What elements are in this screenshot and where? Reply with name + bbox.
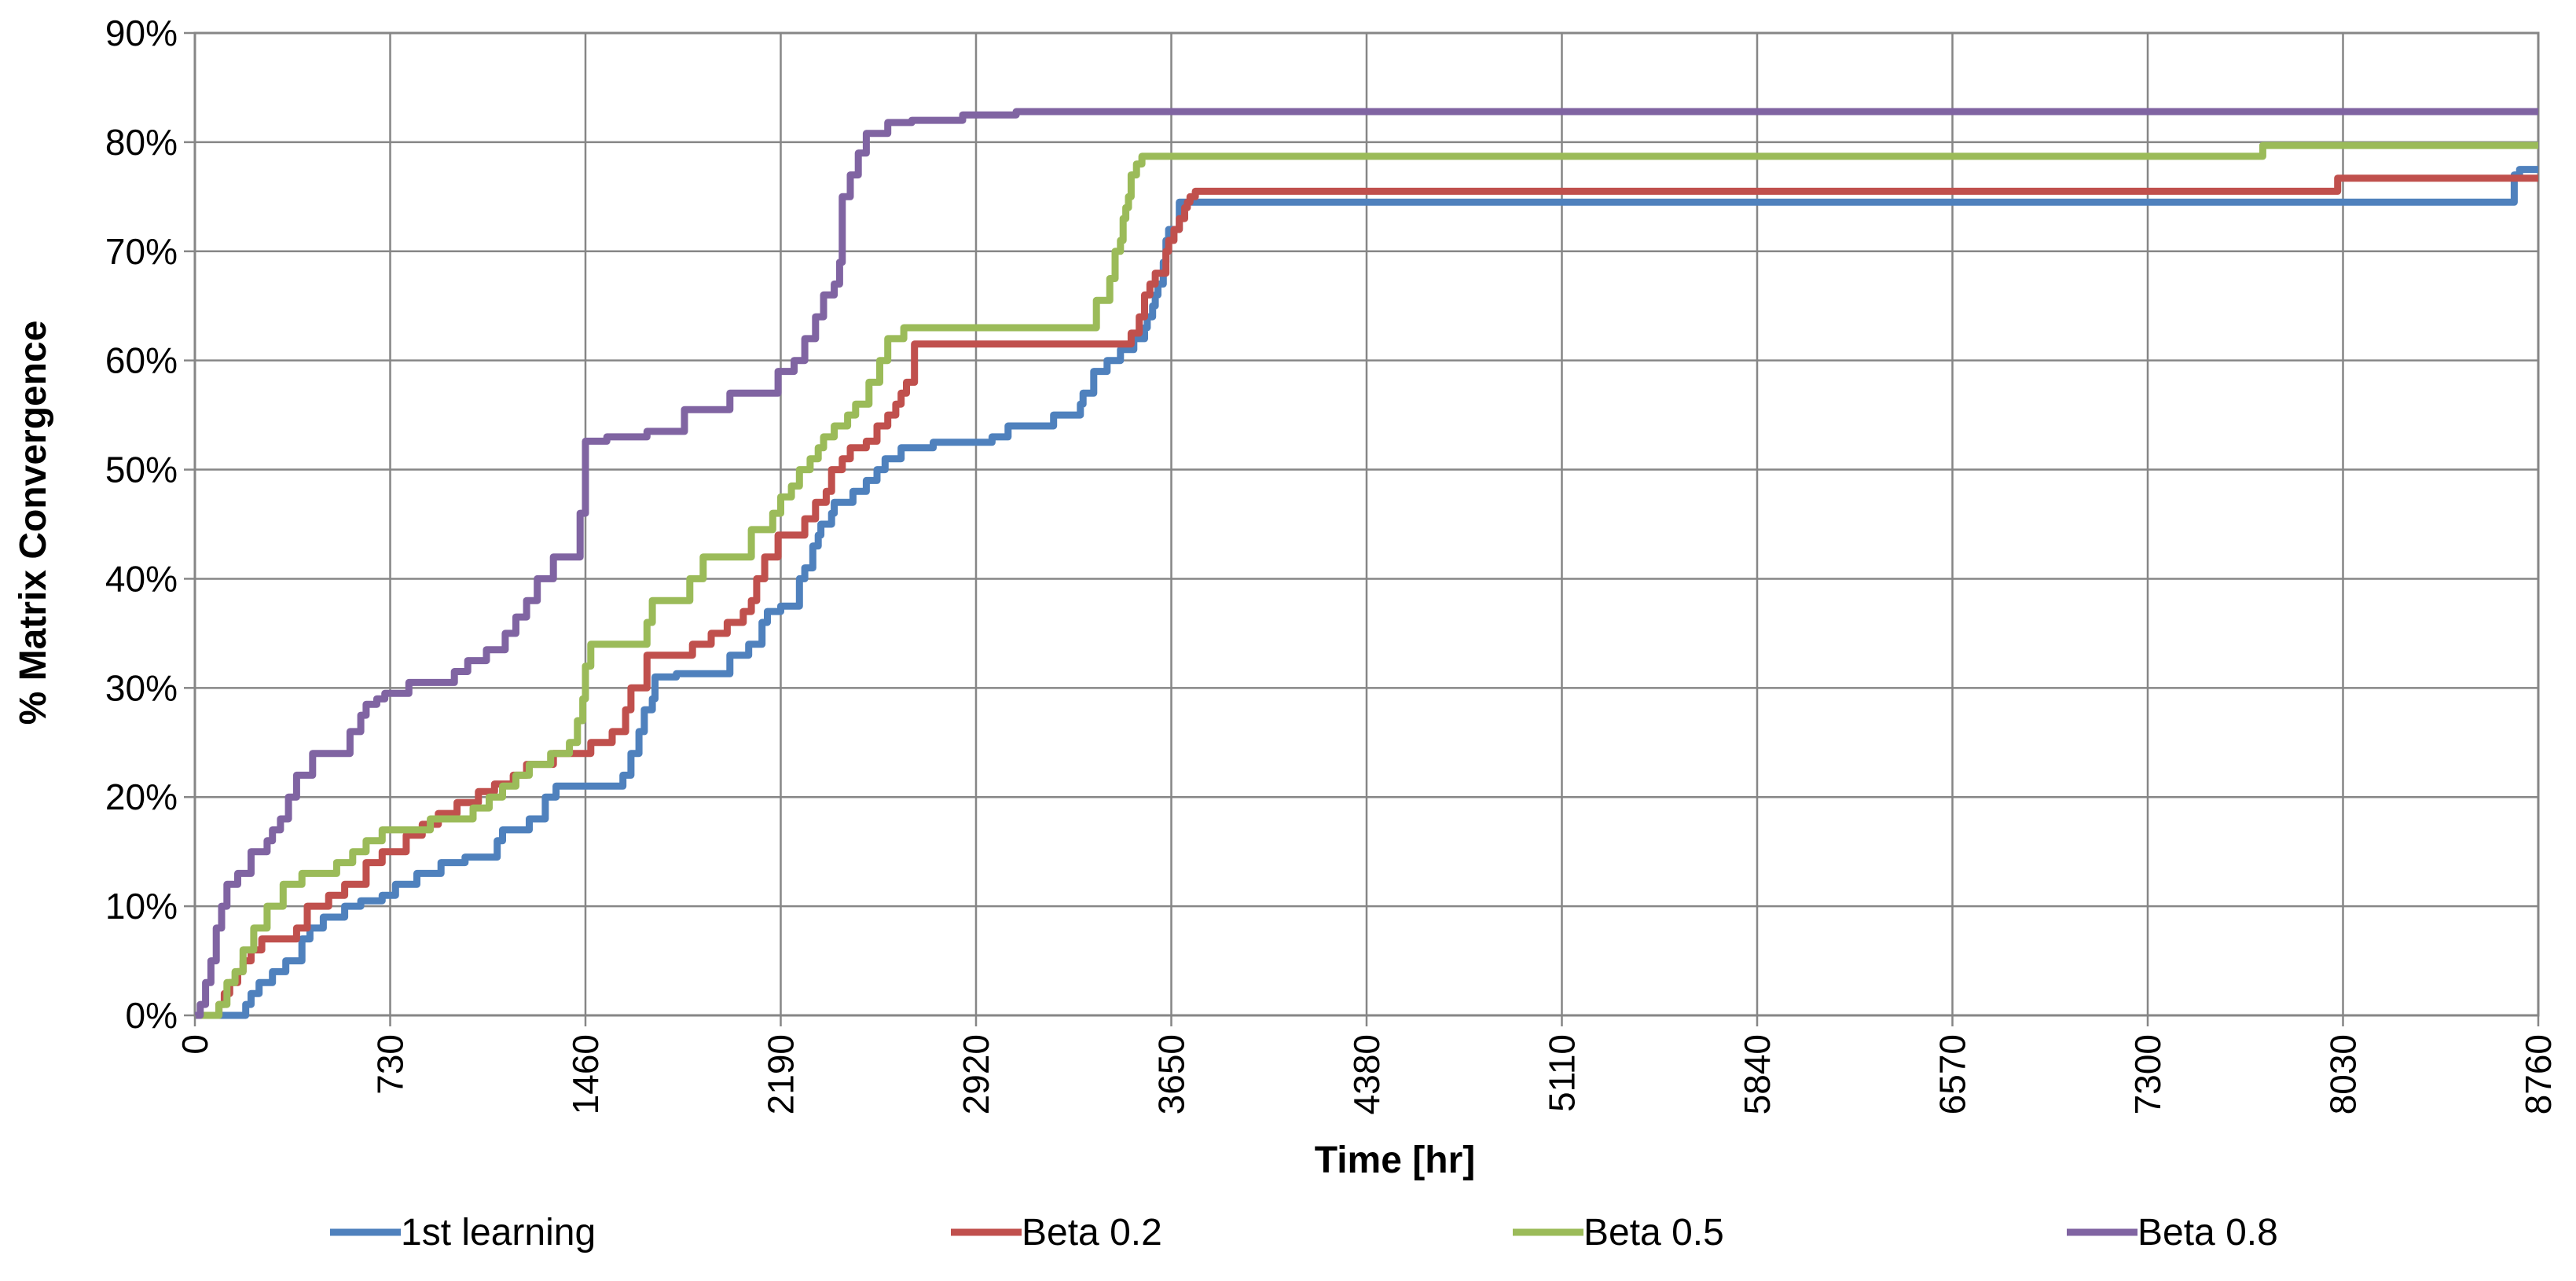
legend-label: Beta 0.5 [1583, 1212, 1724, 1253]
legend-label: 1st learning [401, 1212, 596, 1253]
x-tick-label: 8760 [2518, 1034, 2559, 1114]
legend: 1st learning Beta 0.2 Beta 0.5 Beta 0.8 [330, 1212, 2278, 1253]
x-axis-ticks: 0 730 1460 2190 2920 3650 4380 5110 5840 6570 7300… [174, 1015, 2559, 1114]
series-line-1 [195, 174, 2538, 1019]
y-tick-label: 50% [105, 450, 178, 490]
x-tick-label: 4380 [1346, 1034, 1387, 1114]
series-line-0 [195, 166, 2538, 1019]
x-tick-label: 2920 [956, 1034, 996, 1114]
x-tick-label: 5840 [1737, 1034, 1778, 1114]
y-tick-label: 80% [105, 122, 178, 163]
series-lines [195, 108, 2538, 1019]
grid [193, 31, 2540, 1017]
x-tick-label: 2190 [761, 1034, 802, 1114]
y-axis-ticks: 0% 10% 20% 30% 40% 50% 60% 70% 80% 90% [105, 13, 195, 1036]
y-tick-label: 90% [105, 13, 178, 53]
legend-label: Beta 0.2 [1022, 1212, 1162, 1253]
x-tick-label: 7300 [2127, 1034, 2168, 1114]
x-tick-label: 8030 [2323, 1034, 2364, 1114]
x-tick-label: 5110 [1542, 1034, 1583, 1112]
y-tick-label: 20% [105, 776, 178, 817]
y-tick-label: 30% [105, 667, 178, 708]
x-axis-title: Time [hr] [1315, 1140, 1475, 1181]
x-tick-label: 6570 [1932, 1034, 1973, 1114]
x-tick-label: 1460 [565, 1034, 606, 1114]
series-line-3 [195, 108, 2538, 1019]
y-tick-label: 40% [105, 558, 178, 599]
x-tick-label: 730 [370, 1034, 411, 1095]
x-tick-label: 3650 [1151, 1034, 1192, 1114]
y-tick-label: 10% [105, 886, 178, 927]
series-line-2 [195, 141, 2538, 1019]
y-tick-label: 70% [105, 231, 178, 272]
y-axis-title: % Matrix Convergence [13, 321, 54, 725]
y-tick-label: 60% [105, 340, 178, 381]
y-tick-label: 0% [126, 995, 178, 1036]
legend-label: Beta 0.8 [2137, 1212, 2278, 1253]
x-tick-label: 0 [174, 1034, 215, 1055]
